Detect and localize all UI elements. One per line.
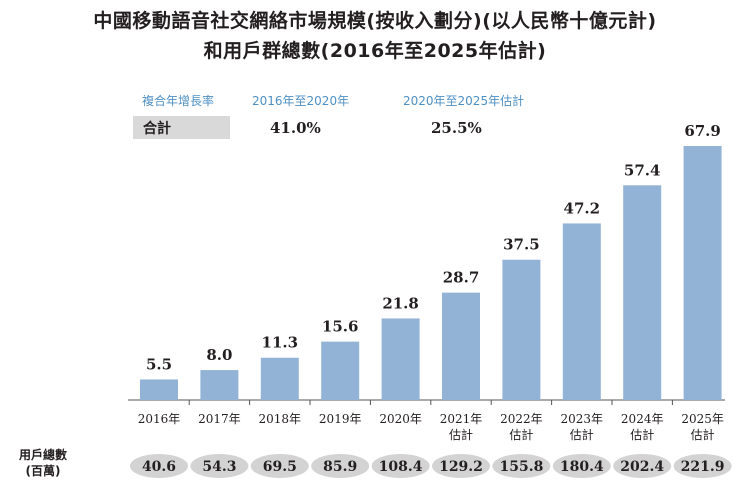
chart-title-line2: 和用戶群總數(2016年至2025年估計) [203,40,547,62]
x-tick-label-6: 2022年 [500,412,543,426]
bar-value-label-8: 57.4 [624,161,661,179]
users-total-pill-1 [190,454,249,478]
bar-value-label-9: 67.9 [684,122,721,140]
users-total-pill-7 [552,454,611,478]
x-tick-label-7-sub: 估計 [570,427,594,442]
users-total-pill-3 [311,454,370,478]
users-total-label-line1: 用戶總數 [18,448,67,462]
x-tick-label-8: 2024年 [621,412,664,426]
x-tick-label-1: 2017年 [198,412,241,426]
bar-6 [502,259,541,400]
bar-3 [321,341,360,400]
x-tick-label-7: 2023年 [561,412,604,426]
x-tick-label-5: 2021年 [440,412,483,426]
cagr-total-label: 合計 [143,121,171,137]
bar-5 [442,292,480,400]
users-total-value-0: 40.6 [142,459,176,475]
bar-value-label-0: 5.5 [146,355,172,373]
users-total-pill-9 [673,454,732,478]
users-total-label: 用戶總數 (百萬) [8,447,78,479]
users-total-value-3: 85.9 [323,459,357,475]
x-tick-label-3: 2019年 [319,412,362,426]
users-total-value-1: 54.3 [202,459,236,475]
x-tick-label-6-sub: 估計 [509,427,533,442]
users-total-value-9: 221.9 [681,459,725,475]
users-total-label-line2: (百萬) [25,464,61,478]
x-tick-label-0: 2016年 [138,412,181,426]
bar-1 [200,370,239,400]
cagr-header-label: 複合年增長率 [142,94,215,108]
users-total-value-5: 129.2 [439,459,483,475]
bar-7 [562,223,601,400]
users-total-pill-0 [130,454,188,478]
x-tick-label-2: 2018年 [259,412,302,426]
bar-value-label-6: 37.5 [503,236,540,254]
users-total-pill-6 [492,454,551,478]
bar-value-label-4: 21.8 [382,294,419,312]
bar-value-label-5: 28.7 [443,269,480,287]
cagr-period-2: 2020年至2025年估計 [403,94,525,108]
x-tick-label-4: 2020年 [379,412,422,426]
bar-2 [260,357,299,400]
x-tick-label-5-sub: 估計 [449,427,473,442]
users-total-pill-2 [250,454,309,478]
users-total-value-4: 108.4 [379,459,423,475]
users-total-pill-8 [613,454,672,478]
users-total-value-6: 155.8 [499,459,543,475]
x-tick-label-9: 2025年 [681,412,724,426]
users-total-pill-4 [371,454,430,478]
cagr-period-1: 2016年至2020年 [252,94,350,108]
bar-0 [140,379,178,400]
cagr-value-2: 25.5% [431,119,482,137]
users-total-pill-5 [432,454,490,478]
bar-value-label-3: 15.6 [322,318,359,336]
bar-value-label-7: 47.2 [564,199,601,217]
cagr-value-1: 41.0% [270,119,321,137]
cagr-total-box [133,116,230,139]
users-total-value-7: 180.4 [560,459,604,475]
users-total-value-8: 202.4 [620,459,664,475]
bar-9 [683,146,722,400]
bar-4 [381,318,420,400]
chart-title-line1: 中國移動語音社交網絡市場規模(按收入劃分)(以人民幣十億元計) [93,10,657,32]
bar-8 [623,185,662,400]
users-total-value-2: 69.5 [263,459,297,475]
x-tick-label-8-sub: 估計 [630,427,654,442]
x-tick-label-9-sub: 估計 [691,427,715,442]
bar-value-label-2: 11.3 [262,334,299,352]
bar-value-label-1: 8.0 [206,346,232,364]
